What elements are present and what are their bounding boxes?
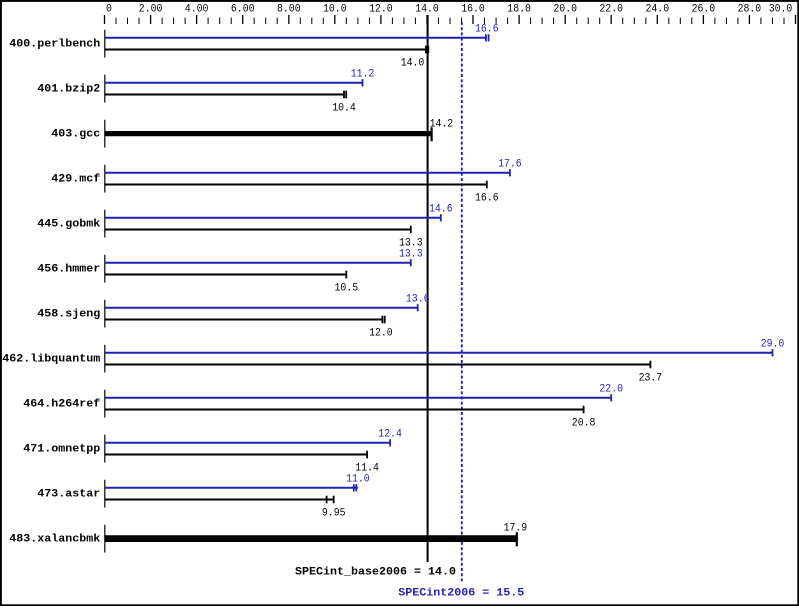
- svg-text:16.6: 16.6: [475, 193, 499, 205]
- svg-text:SPECint_base2006 = 14.0: SPECint_base2006 = 14.0: [295, 567, 456, 579]
- svg-text:0: 0: [106, 3, 112, 15]
- svg-text:8.00: 8.00: [277, 3, 301, 15]
- svg-text:SPECint2006 = 15.5: SPECint2006 = 15.5: [398, 587, 524, 599]
- svg-text:12.0: 12.0: [369, 328, 393, 340]
- svg-text:483.xalancbmk: 483.xalancbmk: [9, 533, 100, 545]
- svg-text:4.00: 4.00: [185, 3, 209, 15]
- svg-text:12.4: 12.4: [378, 429, 402, 441]
- svg-text:403.gcc: 403.gcc: [51, 128, 100, 140]
- svg-text:445.gobmk: 445.gobmk: [37, 218, 100, 230]
- svg-text:14.0: 14.0: [415, 3, 439, 15]
- svg-text:2.00: 2.00: [139, 3, 163, 15]
- svg-text:11.0: 11.0: [346, 474, 370, 486]
- svg-text:17.9: 17.9: [504, 523, 528, 535]
- svg-text:11.2: 11.2: [351, 69, 375, 81]
- svg-text:13.3: 13.3: [399, 238, 423, 250]
- svg-text:20.0: 20.0: [553, 3, 577, 15]
- svg-text:20.8: 20.8: [572, 418, 596, 430]
- svg-text:14.0: 14.0: [401, 58, 425, 70]
- svg-text:464.h264ref: 464.h264ref: [23, 398, 100, 410]
- svg-text:22.0: 22.0: [599, 384, 623, 396]
- svg-text:429.mcf: 429.mcf: [51, 173, 100, 185]
- svg-text:28.0: 28.0: [738, 3, 762, 15]
- svg-text:10.4: 10.4: [332, 103, 356, 115]
- svg-text:16.0: 16.0: [461, 3, 485, 15]
- svg-text:12.0: 12.0: [369, 3, 393, 15]
- svg-text:11.4: 11.4: [355, 463, 379, 475]
- svg-text:16.6: 16.6: [475, 24, 499, 36]
- svg-text:23.7: 23.7: [639, 373, 663, 385]
- svg-text:10.5: 10.5: [335, 283, 359, 295]
- svg-text:400.perlbench: 400.perlbench: [9, 38, 100, 50]
- svg-text:26.0: 26.0: [692, 3, 716, 15]
- svg-text:14.2: 14.2: [430, 118, 454, 130]
- svg-text:401.bzip2: 401.bzip2: [37, 83, 100, 95]
- svg-text:458.sjeng: 458.sjeng: [37, 308, 100, 320]
- svg-text:473.astar: 473.astar: [37, 488, 100, 500]
- svg-text:471.omnetpp: 471.omnetpp: [23, 443, 100, 455]
- svg-text:13.3: 13.3: [399, 249, 423, 261]
- svg-text:6.00: 6.00: [231, 3, 255, 15]
- svg-text:462.libquantum: 462.libquantum: [2, 353, 100, 365]
- svg-text:456.hmmer: 456.hmmer: [37, 263, 100, 275]
- svg-text:10.0: 10.0: [323, 3, 347, 15]
- svg-text:9.95: 9.95: [322, 508, 346, 520]
- svg-text:29.0: 29.0: [761, 339, 785, 351]
- svg-text:30.0: 30.0: [769, 3, 793, 15]
- svg-text:17.6: 17.6: [498, 159, 522, 171]
- svg-text:18.0: 18.0: [507, 3, 531, 15]
- svg-text:14.6: 14.6: [429, 204, 453, 216]
- svg-text:24.0: 24.0: [646, 3, 670, 15]
- svg-text:22.0: 22.0: [599, 3, 623, 15]
- svg-text:13.6: 13.6: [406, 294, 430, 306]
